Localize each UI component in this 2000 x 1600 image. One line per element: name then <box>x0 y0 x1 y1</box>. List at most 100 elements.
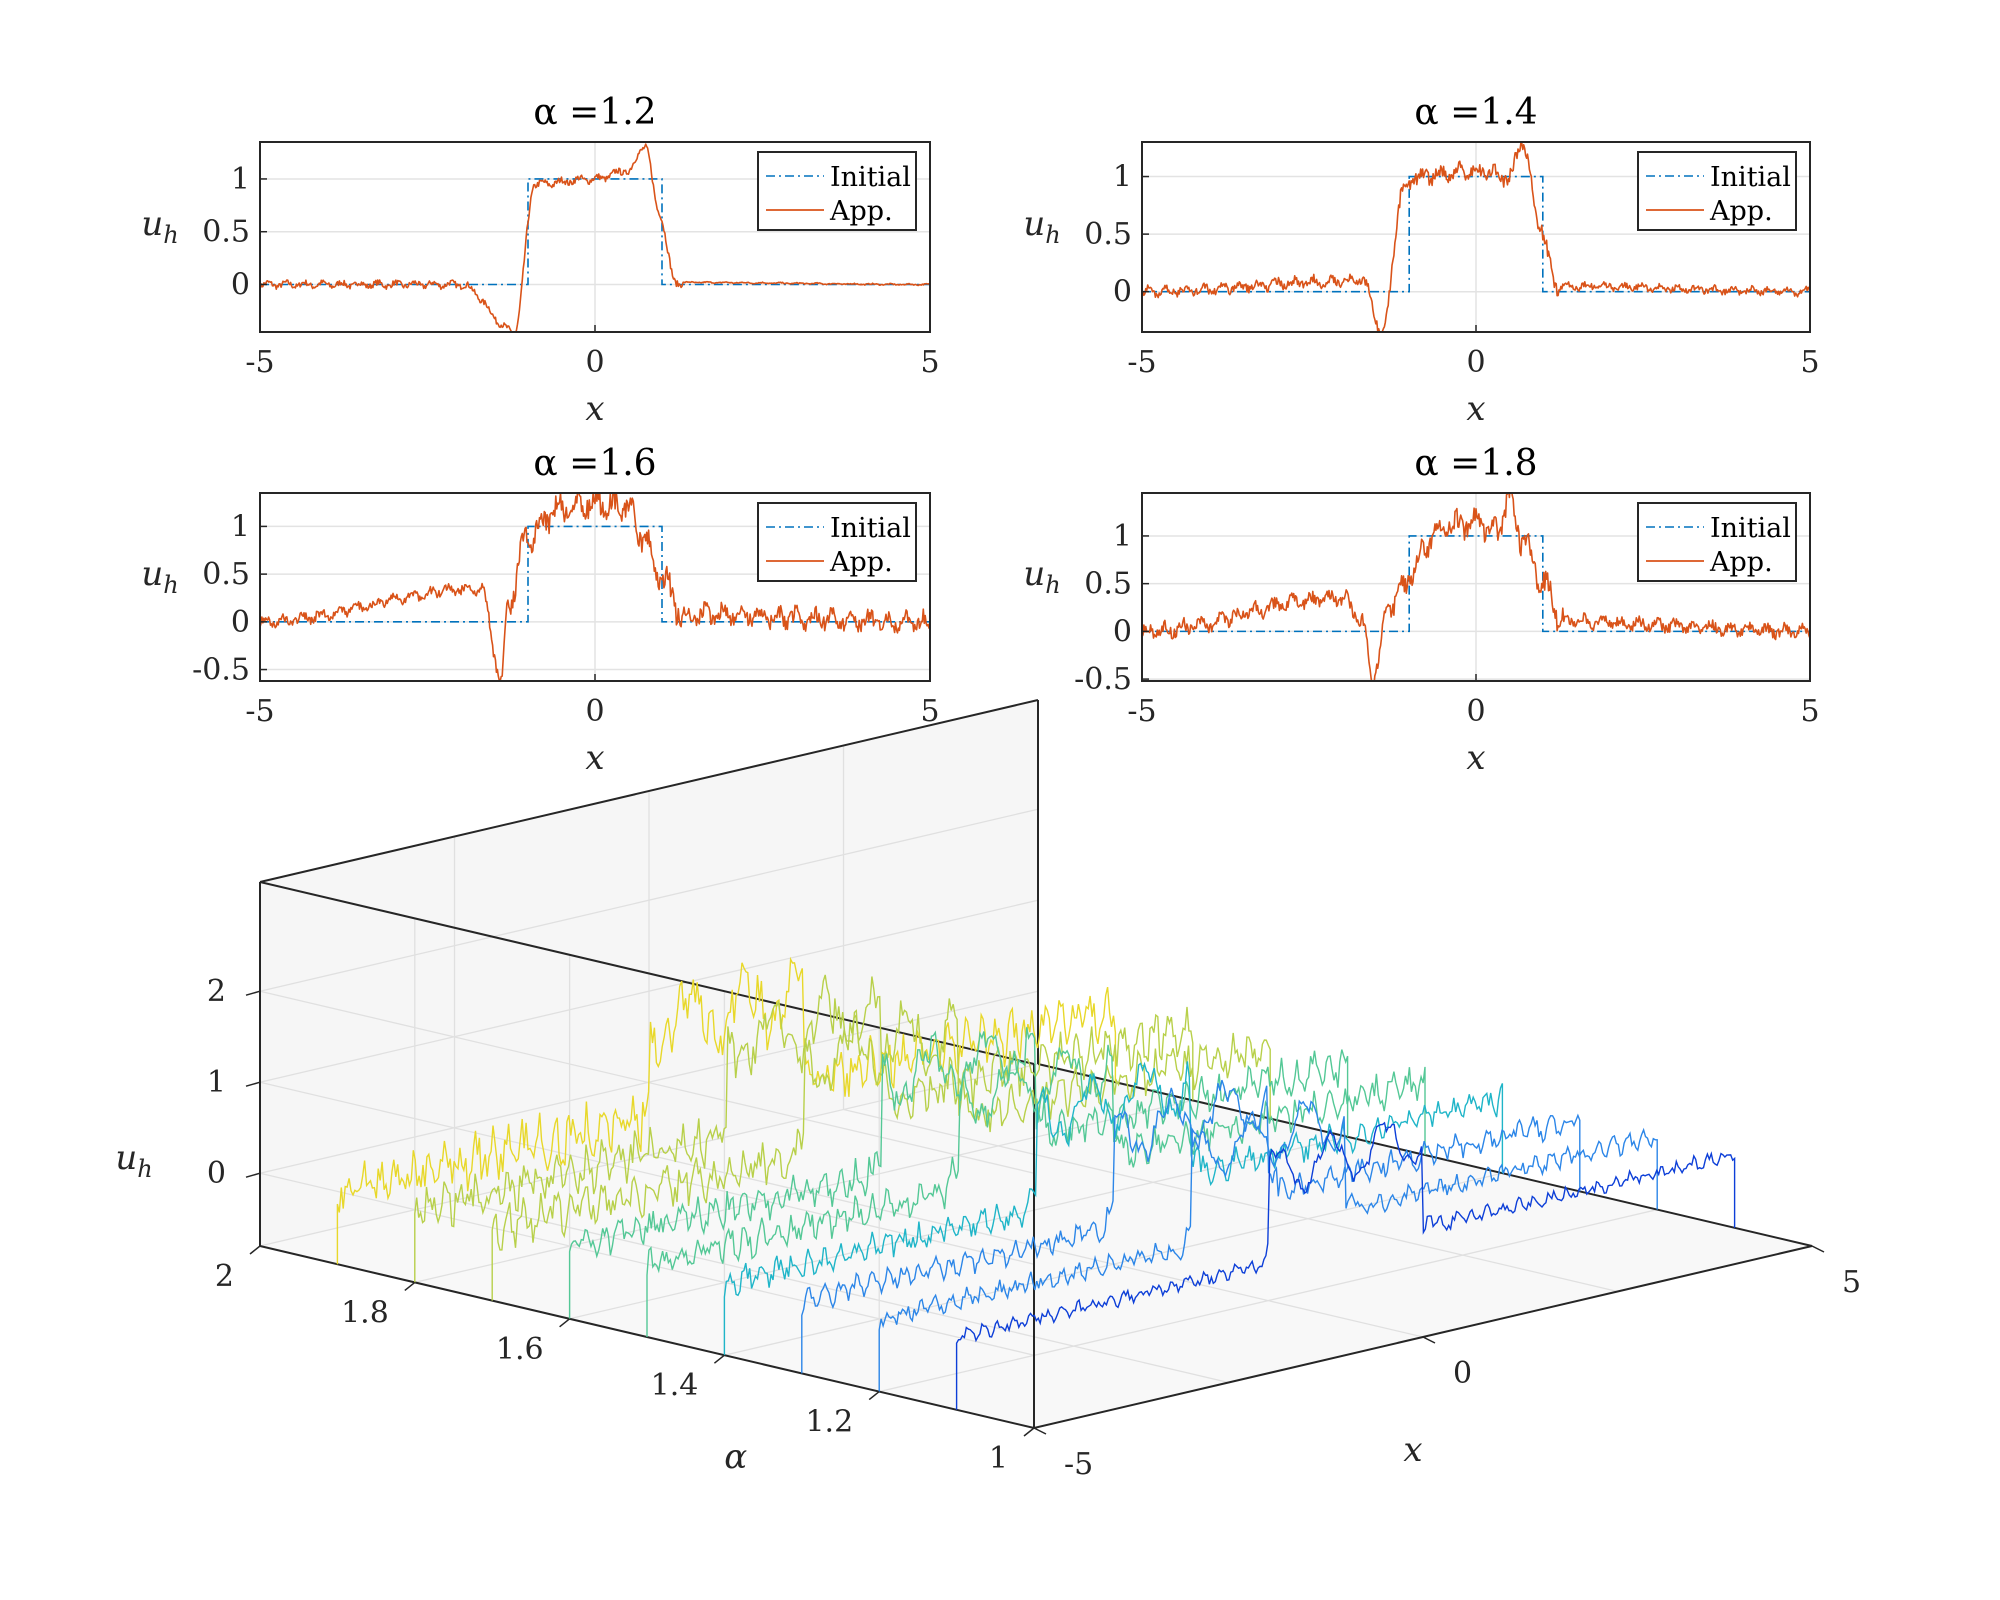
y-tick-label: 0 <box>1113 275 1132 310</box>
series-initial-line <box>260 525 930 623</box>
legend-box <box>757 502 917 582</box>
series-alpha-1.2 <box>878 1099 1658 1392</box>
y-axis-label: uh <box>1023 204 1060 249</box>
y-tick-label: 1 <box>1113 160 1132 195</box>
series-app-line <box>1142 142 1810 332</box>
waterfall-3d-plot: 0 1 2 1 1.2 1.4 1.6 1.8 2 -5 0 5 uh α x <box>115 699 1861 1482</box>
y-tick-label: 1 <box>231 162 250 197</box>
series-group <box>260 143 930 332</box>
y-tick-label: 0 <box>231 605 250 640</box>
alpha-tick-label: 1.8 <box>341 1295 389 1330</box>
x-tick-label: -5 <box>245 694 274 729</box>
x-tick-label: -5 <box>1064 1447 1093 1482</box>
series-group <box>1142 142 1810 332</box>
subplot-title: α =1.2 <box>533 92 656 133</box>
subplot-title: α =1.4 <box>1414 92 1537 133</box>
y-tick-label: -0.5 <box>192 653 250 688</box>
y-tick-label: -0.5 <box>1074 662 1132 697</box>
series-group <box>1142 493 1810 681</box>
series-app-line <box>260 493 930 681</box>
x-tick-label: 5 <box>1800 694 1819 729</box>
x-tick-label: 5 <box>920 694 939 729</box>
alpha-tick-label: 1.4 <box>651 1368 699 1403</box>
y-axis-label: uh <box>141 554 178 599</box>
z-tick-mark <box>245 1081 261 1087</box>
y-tick-label: 0.5 <box>1084 567 1132 602</box>
subplot-title: α =1.6 <box>533 443 656 484</box>
y-tick-label: 1 <box>1113 519 1132 554</box>
series-initial-line <box>1142 535 1810 633</box>
x-tick-label: 0 <box>585 694 604 729</box>
alpha-tick-label: 1 <box>989 1441 1008 1476</box>
alpha-tick-mark <box>404 1281 416 1291</box>
series-group <box>260 493 930 681</box>
series-alpha-1.1 <box>955 1121 1736 1410</box>
x-tick-label: -5 <box>245 345 274 380</box>
legend-box <box>1637 502 1797 582</box>
x-tick-label: 0 <box>1466 345 1485 380</box>
series-alpha-1.3 <box>801 1079 1581 1374</box>
z-axis-label: uh <box>115 1138 152 1183</box>
alpha-tick-mark <box>868 1391 880 1401</box>
series-alpha-1.6 <box>568 1027 1349 1319</box>
series-app-line <box>260 143 930 332</box>
axes-3d-labels: 0 1 2 1 1.2 1.4 1.6 1.8 2 -5 0 5 uh α x <box>115 974 1861 1482</box>
alpha-axis-label: α <box>724 1437 747 1477</box>
z-tick-label: 1 <box>207 1065 226 1100</box>
series-alpha-1.8 <box>414 974 1194 1283</box>
x-tick-label: -5 <box>1127 345 1156 380</box>
x-tick-label: 0 <box>1453 1356 1472 1391</box>
waterfall-series <box>336 956 1736 1410</box>
x-tick-mark <box>1811 1245 1825 1253</box>
grid-a-floor <box>259 1063 1039 1247</box>
y-axis-label: uh <box>141 204 178 249</box>
x-axis-label: x <box>585 738 604 778</box>
grid-a-floor <box>414 1099 1193 1284</box>
x-tick-label: 5 <box>1842 1265 1861 1300</box>
alpha-tick-mark <box>559 1318 571 1328</box>
legend-label-initial: Initial <box>1710 162 1791 193</box>
edge-top-left <box>259 881 1035 1065</box>
x-tick-label: 5 <box>1800 345 1819 380</box>
series-alpha-1.4 <box>723 1061 1504 1356</box>
x-tick-label: 0 <box>1466 694 1485 729</box>
y-tick-label: 0.5 <box>1084 217 1132 252</box>
subplot-title: α =1.8 <box>1414 443 1537 484</box>
legend-label-initial: Initial <box>830 162 911 193</box>
x-axis-label-3d: x <box>1403 1430 1422 1470</box>
x-tick-label: -5 <box>1127 694 1156 729</box>
y-tick-label: 0.5 <box>202 215 250 250</box>
series-alpha-1.9 <box>336 956 1117 1265</box>
series-alpha-1.5 <box>646 1044 1426 1337</box>
y-tick-label: 1 <box>231 509 250 544</box>
y-tick-label: 0 <box>231 268 250 303</box>
x-tick-mark <box>1033 1427 1047 1435</box>
grid-x-floor <box>454 1199 1229 1384</box>
alpha-tick-mark <box>713 1354 725 1364</box>
grid-x-floor <box>648 1154 1424 1338</box>
z-tick-label: 0 <box>207 1156 226 1191</box>
alpha-tick-label: 1.2 <box>805 1405 853 1440</box>
y-tick-label: 0.5 <box>202 557 250 592</box>
series-app-line <box>1142 493 1810 681</box>
y-axis-label: uh <box>1023 554 1060 599</box>
z-tick-label: 2 <box>207 974 226 1009</box>
alpha-tick-label: 1.6 <box>496 1332 544 1367</box>
y-tick-label: 0 <box>1113 614 1132 649</box>
alpha-tick-mark <box>249 1245 261 1255</box>
legend-label-app: App. <box>1709 547 1773 578</box>
legend-label-app: App. <box>1709 196 1773 227</box>
grid-a-floor <box>879 1208 1658 1393</box>
z-tick-mark <box>245 1172 261 1178</box>
legend-label-app: App. <box>829 547 893 578</box>
grid-x-floor <box>843 1108 1618 1293</box>
alpha-tick-label: 2 <box>215 1259 234 1294</box>
x-axis-label: x <box>1466 738 1485 778</box>
